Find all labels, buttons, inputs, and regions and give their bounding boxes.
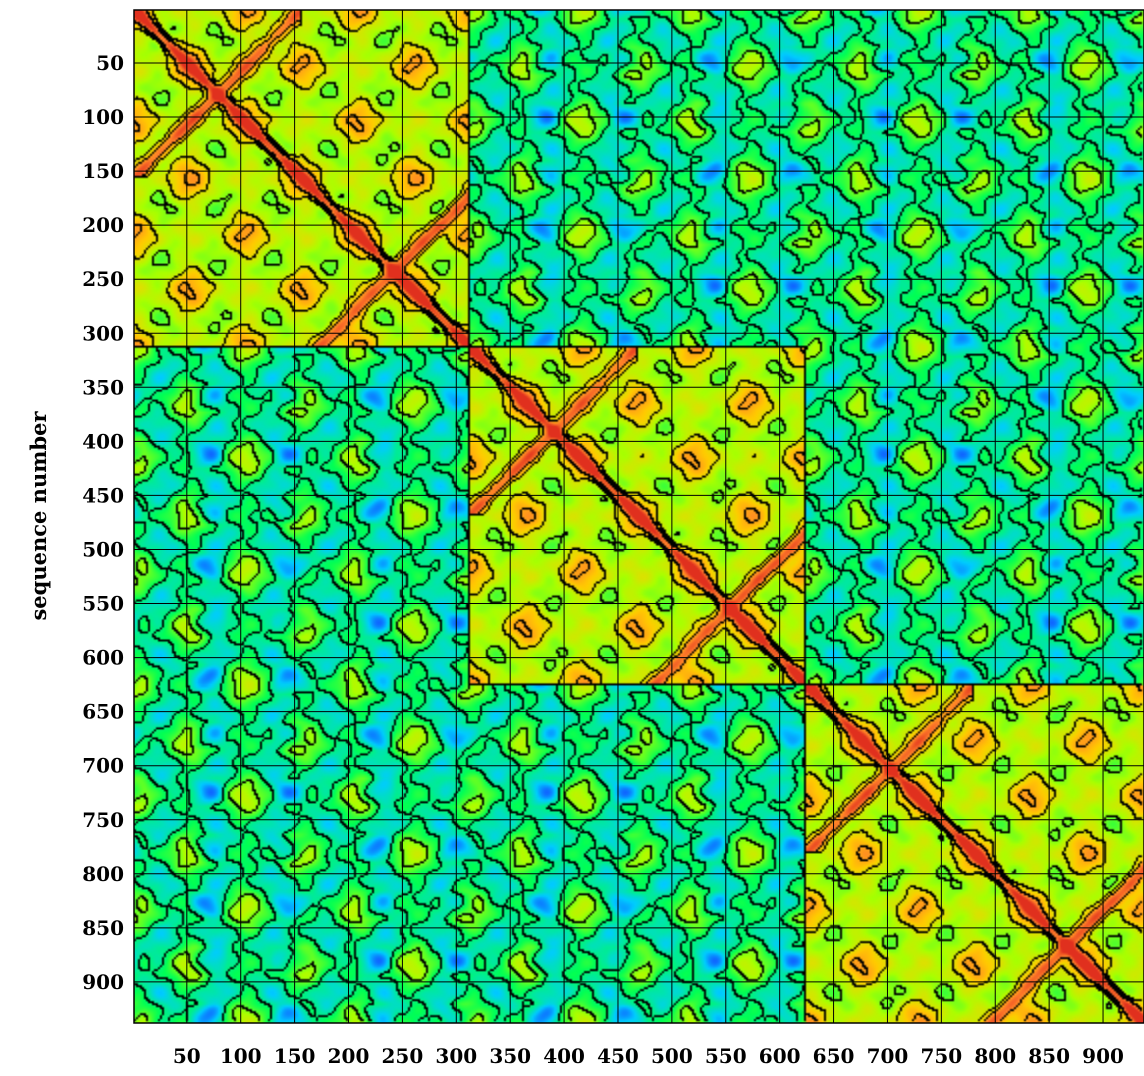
y-tick-label: 700 [82, 754, 124, 778]
y-tick-label: 300 [82, 321, 124, 345]
x-tick-label: 150 [274, 1044, 316, 1068]
y-tick-label: 450 [82, 483, 124, 507]
x-tick-label: 200 [328, 1044, 370, 1068]
y-tick-label: 500 [82, 537, 124, 561]
plot-area [134, 10, 1144, 1023]
x-tick-label: 750 [920, 1044, 962, 1068]
y-tick-label: 100 [82, 105, 124, 129]
x-tick-label: 850 [1028, 1044, 1070, 1068]
heatmap-image [134, 10, 1144, 1023]
y-tick-label: 250 [82, 267, 124, 291]
x-tick-label: 550 [705, 1044, 747, 1068]
y-axis-ticks: 50 100 150 200 250 300 350 400 450 500 550 600 650 70… [82, 51, 124, 994]
y-tick-label: 550 [82, 592, 124, 616]
x-tick-label: 400 [543, 1044, 585, 1068]
y-tick-label: 750 [82, 808, 124, 832]
x-axis-ticks: 50 100 150 200 250 300 350 400 450 500 550 600 650 70… [173, 1044, 1124, 1068]
x-tick-label: 900 [1082, 1044, 1124, 1068]
y-tick-label: 600 [82, 646, 124, 670]
x-tick-label: 350 [489, 1044, 531, 1068]
y-tick-label: 350 [82, 375, 124, 399]
x-tick-label: 700 [867, 1044, 909, 1068]
x-tick-label: 100 [220, 1044, 262, 1068]
gridlines [134, 10, 1144, 1023]
y-tick-label: 200 [82, 213, 124, 237]
y-tick-label: 400 [82, 429, 124, 453]
plot-frame [133, 9, 1144, 1024]
y-tick-label: 850 [82, 916, 124, 940]
x-tick-label: 450 [597, 1044, 639, 1068]
y-tick-label: 150 [82, 159, 124, 183]
x-tick-label: 650 [813, 1044, 855, 1068]
y-tick-label: 650 [82, 700, 124, 724]
x-tick-label: 250 [382, 1044, 424, 1068]
x-tick-label: 500 [651, 1044, 693, 1068]
x-tick-label: 800 [974, 1044, 1016, 1068]
y-tick-label: 900 [82, 970, 124, 994]
y-axis-title: sequence number [26, 411, 51, 621]
y-tick-label: 800 [82, 862, 124, 886]
x-tick-label: 50 [173, 1044, 201, 1068]
x-tick-label: 300 [435, 1044, 477, 1068]
x-tick-label: 600 [759, 1044, 801, 1068]
y-tick-label: 50 [96, 51, 124, 75]
